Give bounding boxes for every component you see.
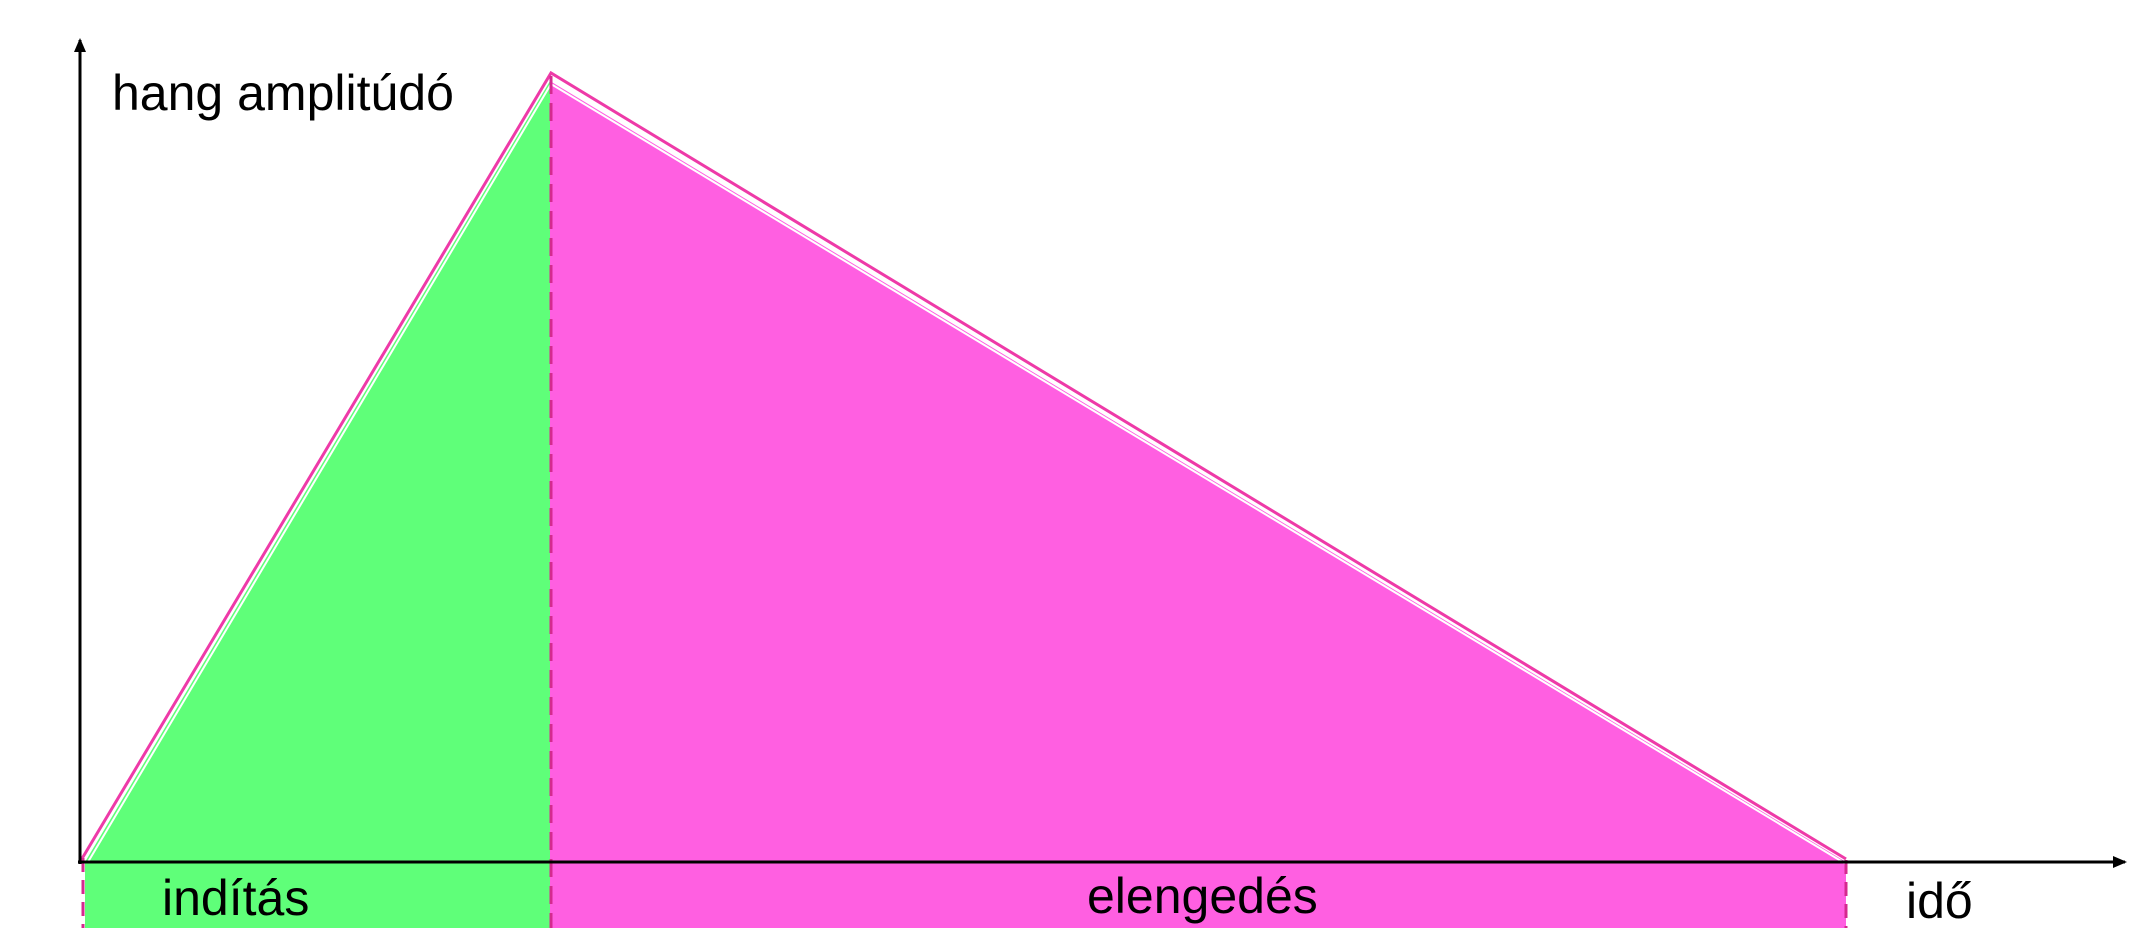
attack-region	[85, 81, 550, 928]
envelope-outline	[78, 70, 1847, 863]
x-axis-label: idő	[1906, 873, 1973, 928]
release-region	[550, 81, 1846, 928]
attack-phase-label: indítás	[162, 870, 309, 926]
release-phase-label: elengedés	[1087, 868, 1318, 924]
y-axis-label: hang amplitúdó	[112, 65, 454, 121]
